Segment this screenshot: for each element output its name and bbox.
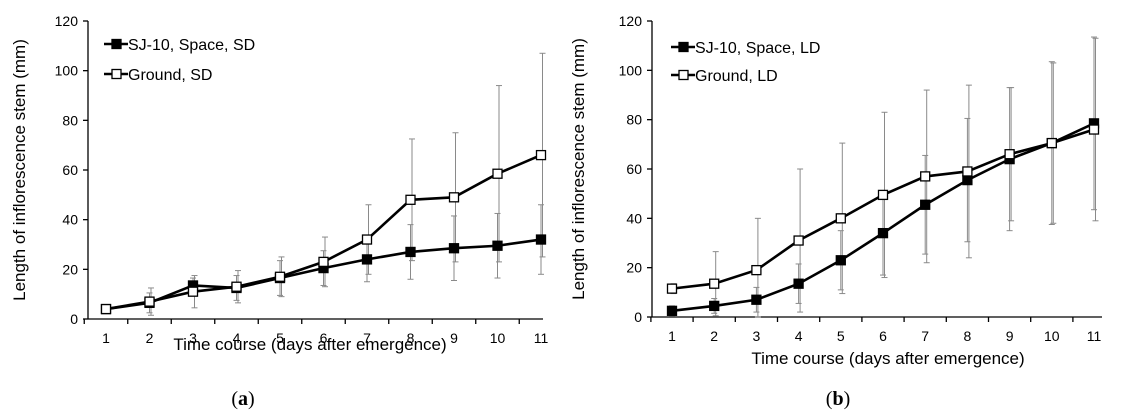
y-tick-label: 100 bbox=[619, 62, 643, 78]
x-tick-label: 5 bbox=[837, 328, 845, 344]
y-tick-label: 60 bbox=[62, 162, 78, 178]
data-point-marker bbox=[920, 171, 931, 182]
y-tick-label: 100 bbox=[55, 63, 79, 79]
chart-svg-b: 0 20 40 60 80 100 120 1 2 3 4 5 6 7 8 9 10 11 Time course … bbox=[569, 13, 1102, 410]
x-tick-label: 1 bbox=[668, 328, 676, 344]
y-tick-label: 0 bbox=[70, 311, 78, 327]
data-point-marker bbox=[666, 305, 678, 316]
data-point-marker bbox=[535, 234, 547, 245]
data-point-marker bbox=[709, 278, 720, 289]
data-point-marker bbox=[835, 213, 846, 224]
data-point-marker bbox=[274, 271, 286, 282]
x-tick-label: 4 bbox=[795, 328, 803, 344]
data-point-marker bbox=[405, 246, 416, 258]
x-tick-label: 8 bbox=[964, 328, 972, 344]
x-tick-label: 10 bbox=[1044, 328, 1060, 344]
y-tick-label: 80 bbox=[626, 112, 642, 128]
data-point-marker bbox=[405, 194, 416, 205]
data-point-marker bbox=[751, 294, 762, 305]
x-tick-label: 9 bbox=[1006, 328, 1014, 344]
panel-label-letter: b bbox=[832, 388, 843, 410]
legend-marker bbox=[678, 69, 689, 81]
data-point-marker bbox=[492, 240, 503, 251]
x-tick-label: 6 bbox=[320, 330, 328, 346]
legend-label: Ground, SD bbox=[128, 67, 212, 84]
data-point-marker bbox=[920, 199, 931, 210]
panel-label-letter: a bbox=[238, 388, 248, 410]
data-point-marker bbox=[666, 283, 678, 294]
y-axis-title: Length of inflorescence stem (mm) bbox=[10, 39, 29, 301]
panel-label-open: ( bbox=[826, 388, 833, 410]
data-point-marker bbox=[835, 255, 846, 266]
legend-label: SJ-10, Space, SD bbox=[128, 37, 255, 54]
data-point-marker bbox=[448, 192, 460, 203]
data-point-marker bbox=[361, 254, 373, 265]
data-point-marker bbox=[709, 300, 720, 312]
y-axis-title: Length of inflorescence stem (mm) bbox=[569, 38, 588, 300]
x-tick-label: 4 bbox=[233, 330, 241, 346]
x-tick-label: 5 bbox=[276, 330, 284, 346]
x-tick-label: 3 bbox=[189, 330, 197, 346]
y-tick-label: 60 bbox=[626, 161, 642, 177]
panel-label-close: ) bbox=[248, 388, 255, 410]
x-tick-label: 2 bbox=[710, 328, 718, 344]
x-axis-title: Time course (days after emergence) bbox=[173, 335, 446, 354]
x-axis-title: Time course (days after emergence) bbox=[751, 349, 1024, 368]
y-tick-label: 20 bbox=[62, 261, 78, 277]
x-tick-label: 11 bbox=[1087, 328, 1102, 344]
legend-label: Ground, LD bbox=[695, 68, 778, 85]
x-tick-label: 11 bbox=[534, 330, 549, 346]
chart-panel-a: 0 20 40 60 80 100 120 1 2 3 4 5 6 7 8 9 10 11 Time course … bbox=[0, 0, 560, 417]
data-point-marker bbox=[144, 296, 155, 307]
data-point-marker bbox=[448, 243, 460, 254]
y-tick-label: 80 bbox=[62, 112, 78, 128]
data-point-marker bbox=[100, 303, 112, 315]
data-point-marker bbox=[793, 235, 804, 246]
data-point-marker bbox=[877, 189, 889, 201]
y-tick-label: 40 bbox=[62, 212, 78, 228]
data-point-marker bbox=[751, 264, 762, 276]
data-point-marker bbox=[361, 234, 373, 245]
y-tick-label: 120 bbox=[619, 13, 643, 29]
x-tick-label: 9 bbox=[450, 330, 458, 346]
data-point-marker bbox=[492, 168, 503, 179]
x-tick-label: 1 bbox=[102, 330, 110, 346]
data-point-marker bbox=[962, 174, 973, 186]
x-tick-label: 6 bbox=[879, 328, 887, 344]
x-tick-label: 7 bbox=[363, 330, 371, 346]
data-point-marker bbox=[318, 256, 329, 268]
x-tick-label: 2 bbox=[146, 330, 154, 346]
data-point-marker bbox=[535, 149, 547, 161]
panel-label: (a) bbox=[231, 388, 254, 410]
panel-label-close: ) bbox=[844, 388, 851, 410]
data-point-marker bbox=[877, 227, 889, 239]
y-tick-label: 20 bbox=[626, 260, 642, 276]
data-point-marker bbox=[1004, 149, 1015, 160]
x-tick-label: 10 bbox=[490, 330, 506, 346]
data-point-marker bbox=[1046, 137, 1057, 149]
legend-marker bbox=[111, 38, 122, 50]
legend-marker bbox=[678, 41, 689, 53]
y-tick-label: 120 bbox=[55, 13, 79, 29]
data-point-marker bbox=[187, 286, 199, 297]
legend-label: SJ-10, Space, LD bbox=[695, 40, 820, 57]
x-tick-label: 3 bbox=[753, 328, 761, 344]
y-tick-label: 0 bbox=[634, 309, 642, 325]
panel-label: (b) bbox=[826, 388, 850, 410]
x-tick-label: 8 bbox=[407, 330, 415, 346]
data-point-marker bbox=[231, 281, 242, 292]
legend-marker bbox=[111, 68, 122, 80]
data-point-marker bbox=[793, 278, 804, 289]
x-tick-label: 7 bbox=[921, 328, 929, 344]
data-point-marker bbox=[1088, 124, 1100, 135]
panel-label-open: ( bbox=[231, 388, 238, 410]
chart-svg-a: 0 20 40 60 80 100 120 1 2 3 4 5 6 7 8 9 10 11 Time course … bbox=[10, 13, 549, 410]
y-tick-label: 40 bbox=[626, 210, 642, 226]
data-point-marker bbox=[962, 166, 973, 177]
chart-panel-b: 0 20 40 60 80 100 120 1 2 3 4 5 6 7 8 9 10 11 Time course … bbox=[561, 0, 1121, 417]
